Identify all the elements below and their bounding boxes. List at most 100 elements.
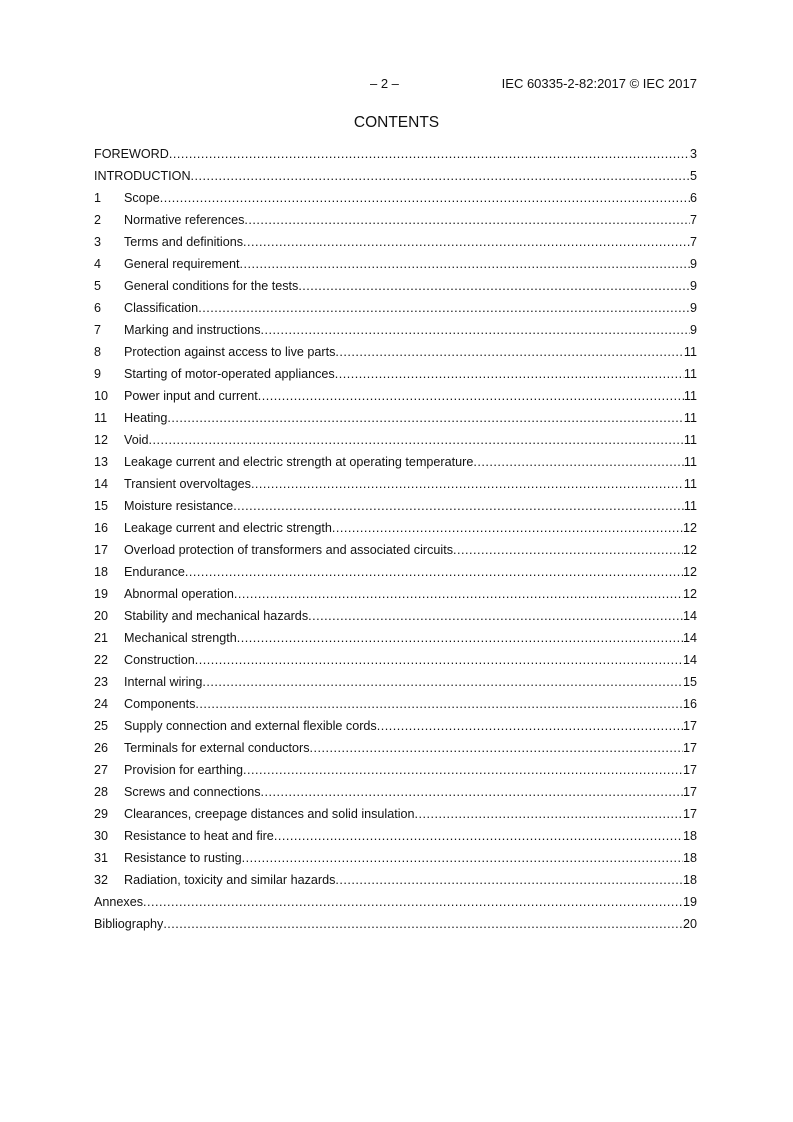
toc-entry-page: 6: [689, 191, 697, 205]
toc-entry-number: 9: [94, 367, 102, 381]
toc-entry[interactable]: 27 Provision for earthing 17: [94, 761, 697, 783]
toc-entry-title: Leakage current and electric strength: [124, 521, 332, 535]
toc-entry[interactable]: 31 Resistance to rusting 18: [94, 849, 697, 871]
toc-entry-title: Void: [124, 433, 149, 447]
toc-entry-title: Scope: [124, 191, 160, 205]
toc-entry-title: Endurance: [124, 565, 185, 579]
page-number: – 2 –: [370, 76, 399, 91]
toc-entry-page: 16: [682, 697, 697, 711]
toc-entry[interactable]: 22 Construction 14: [94, 651, 697, 673]
toc-entry-title: Stability and mechanical hazards: [124, 609, 309, 623]
toc-entry-number: 10: [94, 389, 109, 403]
toc-entry[interactable]: 25 Supply connection and external flexibl…: [94, 717, 697, 739]
toc-entry-number: 25: [94, 719, 109, 733]
page-title: CONTENTS: [353, 114, 440, 131]
toc-entry[interactable]: 12 Void 11: [94, 431, 697, 453]
toc-entry-page: 11: [683, 455, 697, 469]
dot-leader: [251, 475, 684, 493]
toc-entry[interactable]: 10 Power input and current 11: [94, 387, 697, 409]
dot-leader: [473, 453, 684, 471]
toc-entry-number: 23: [94, 675, 109, 689]
toc-entry-number: 15: [94, 499, 109, 513]
toc-entry-title: Annexes: [94, 895, 144, 909]
toc-entry[interactable]: 14 Transient overvoltages 11: [94, 475, 697, 497]
document-reference: IEC 60335-2-82:2017 © IEC 2017: [501, 76, 697, 91]
toc-entry[interactable]: FOREWORD 3: [94, 145, 697, 167]
toc-entry-title: Normative references: [124, 213, 245, 227]
toc-entry[interactable]: 32 Radiation, toxicity and similar hazard…: [94, 871, 697, 893]
toc-entry[interactable]: 19 Abnormal operation 12: [94, 585, 697, 607]
toc-entry-title: Terms and definitions: [124, 235, 244, 249]
toc-entry-number: 29: [94, 807, 109, 821]
toc-entry-page: 7: [689, 235, 697, 249]
toc-entry-page: 11: [683, 389, 697, 403]
toc-entry[interactable]: 9 Starting of motor-operated appliances 11: [94, 365, 697, 387]
toc-entry[interactable]: 16 Leakage current and electric strength 1…: [94, 519, 697, 541]
toc-entry-page: 19: [682, 895, 697, 909]
toc-entry[interactable]: 4 General requirement 9: [94, 255, 697, 277]
toc-entry-title: Leakage current and electric strength at…: [124, 455, 474, 469]
toc-entry-number: 8: [94, 345, 102, 359]
dot-leader: [167, 409, 684, 427]
toc-entry-title: Mechanical strength: [124, 631, 237, 645]
toc-entry-page: 3: [689, 147, 697, 161]
toc-entry[interactable]: 2 Normative references 7: [94, 211, 697, 233]
toc-entry-title: Construction: [124, 653, 195, 667]
toc-entry-page: 11: [683, 345, 697, 359]
toc-entry[interactable]: 13 Leakage current and electric strength …: [94, 453, 697, 475]
toc-entry-number: 16: [94, 521, 109, 535]
toc-entry-number: 11: [94, 411, 108, 425]
toc-entry[interactable]: INTRODUCTION 5: [94, 167, 697, 189]
dot-leader: [233, 497, 684, 515]
toc-entry-title: Marking and instructions: [124, 323, 261, 337]
toc-entry-title: Starting of motor-operated appliances: [124, 367, 335, 381]
toc-entry-title: Power input and current: [124, 389, 258, 403]
toc-entry-title: Abnormal operation: [124, 587, 234, 601]
toc-entry[interactable]: Bibliography 20: [94, 915, 697, 937]
toc-entry-title: INTRODUCTION: [94, 169, 191, 183]
toc-entry[interactable]: 23 Internal wiring 15: [94, 673, 697, 695]
toc-entry[interactable]: 24 Components 16: [94, 695, 697, 717]
toc-entry-number: 7: [94, 323, 102, 337]
toc-entry[interactable]: 21 Mechanical strength 14: [94, 629, 697, 651]
toc-entry-number: 3: [94, 235, 102, 249]
toc-entry-title: Transient overvoltages: [124, 477, 251, 491]
toc-entry-page: 5: [689, 169, 697, 183]
toc-entry[interactable]: 6 Classification 9: [94, 299, 697, 321]
toc-entry-number: 19: [94, 587, 109, 601]
toc-entry-page: 17: [682, 719, 697, 733]
dot-leader: [298, 277, 690, 295]
toc-entry-page: 12: [682, 521, 697, 535]
toc-entry[interactable]: 30 Resistance to heat and fire 18: [94, 827, 697, 849]
toc-entry[interactable]: 15 Moisture resistance 11: [94, 497, 697, 519]
toc-entry-title: Screws and connections: [124, 785, 261, 799]
toc-entry-number: 13: [94, 455, 109, 469]
toc-entry[interactable]: 29 Clearances, creepage distances and sol…: [94, 805, 697, 827]
toc-entry[interactable]: 20 Stability and mechanical hazards 14: [94, 607, 697, 629]
dot-leader: [243, 761, 683, 779]
dot-leader: [274, 827, 683, 845]
toc-entry[interactable]: 7 Marking and instructions 9: [94, 321, 697, 343]
toc-entry-title: General requirement: [124, 257, 240, 271]
dot-leader: [198, 299, 690, 317]
toc-entry[interactable]: 11 Heating 11: [94, 409, 697, 431]
toc-entry[interactable]: 28 Screws and connections 17: [94, 783, 697, 805]
toc-entry-page: 12: [682, 587, 697, 601]
toc-entry[interactable]: 1 Scope 6: [94, 189, 697, 211]
toc-entry-page: 18: [682, 829, 697, 843]
toc-entry[interactable]: Annexes 19: [94, 893, 697, 915]
toc-entry[interactable]: 5 General conditions for the tests 9: [94, 277, 697, 299]
toc-entry[interactable]: 8 Protection against access to live parts…: [94, 343, 697, 365]
toc-entry[interactable]: 18 Endurance 12: [94, 563, 697, 585]
toc-entry[interactable]: 17 Overload protection of transformers an…: [94, 541, 697, 563]
dot-leader: [308, 607, 683, 625]
dot-leader: [415, 805, 683, 823]
toc-entry-number: 24: [94, 697, 109, 711]
dot-leader: [335, 871, 683, 889]
toc-entry-page: 17: [682, 807, 697, 821]
dot-leader: [310, 739, 683, 757]
dot-leader: [261, 321, 690, 339]
toc-entry[interactable]: 3 Terms and definitions 7: [94, 233, 697, 255]
dot-leader: [202, 673, 683, 691]
toc-entry[interactable]: 26 Terminals for external conductors 17: [94, 739, 697, 761]
